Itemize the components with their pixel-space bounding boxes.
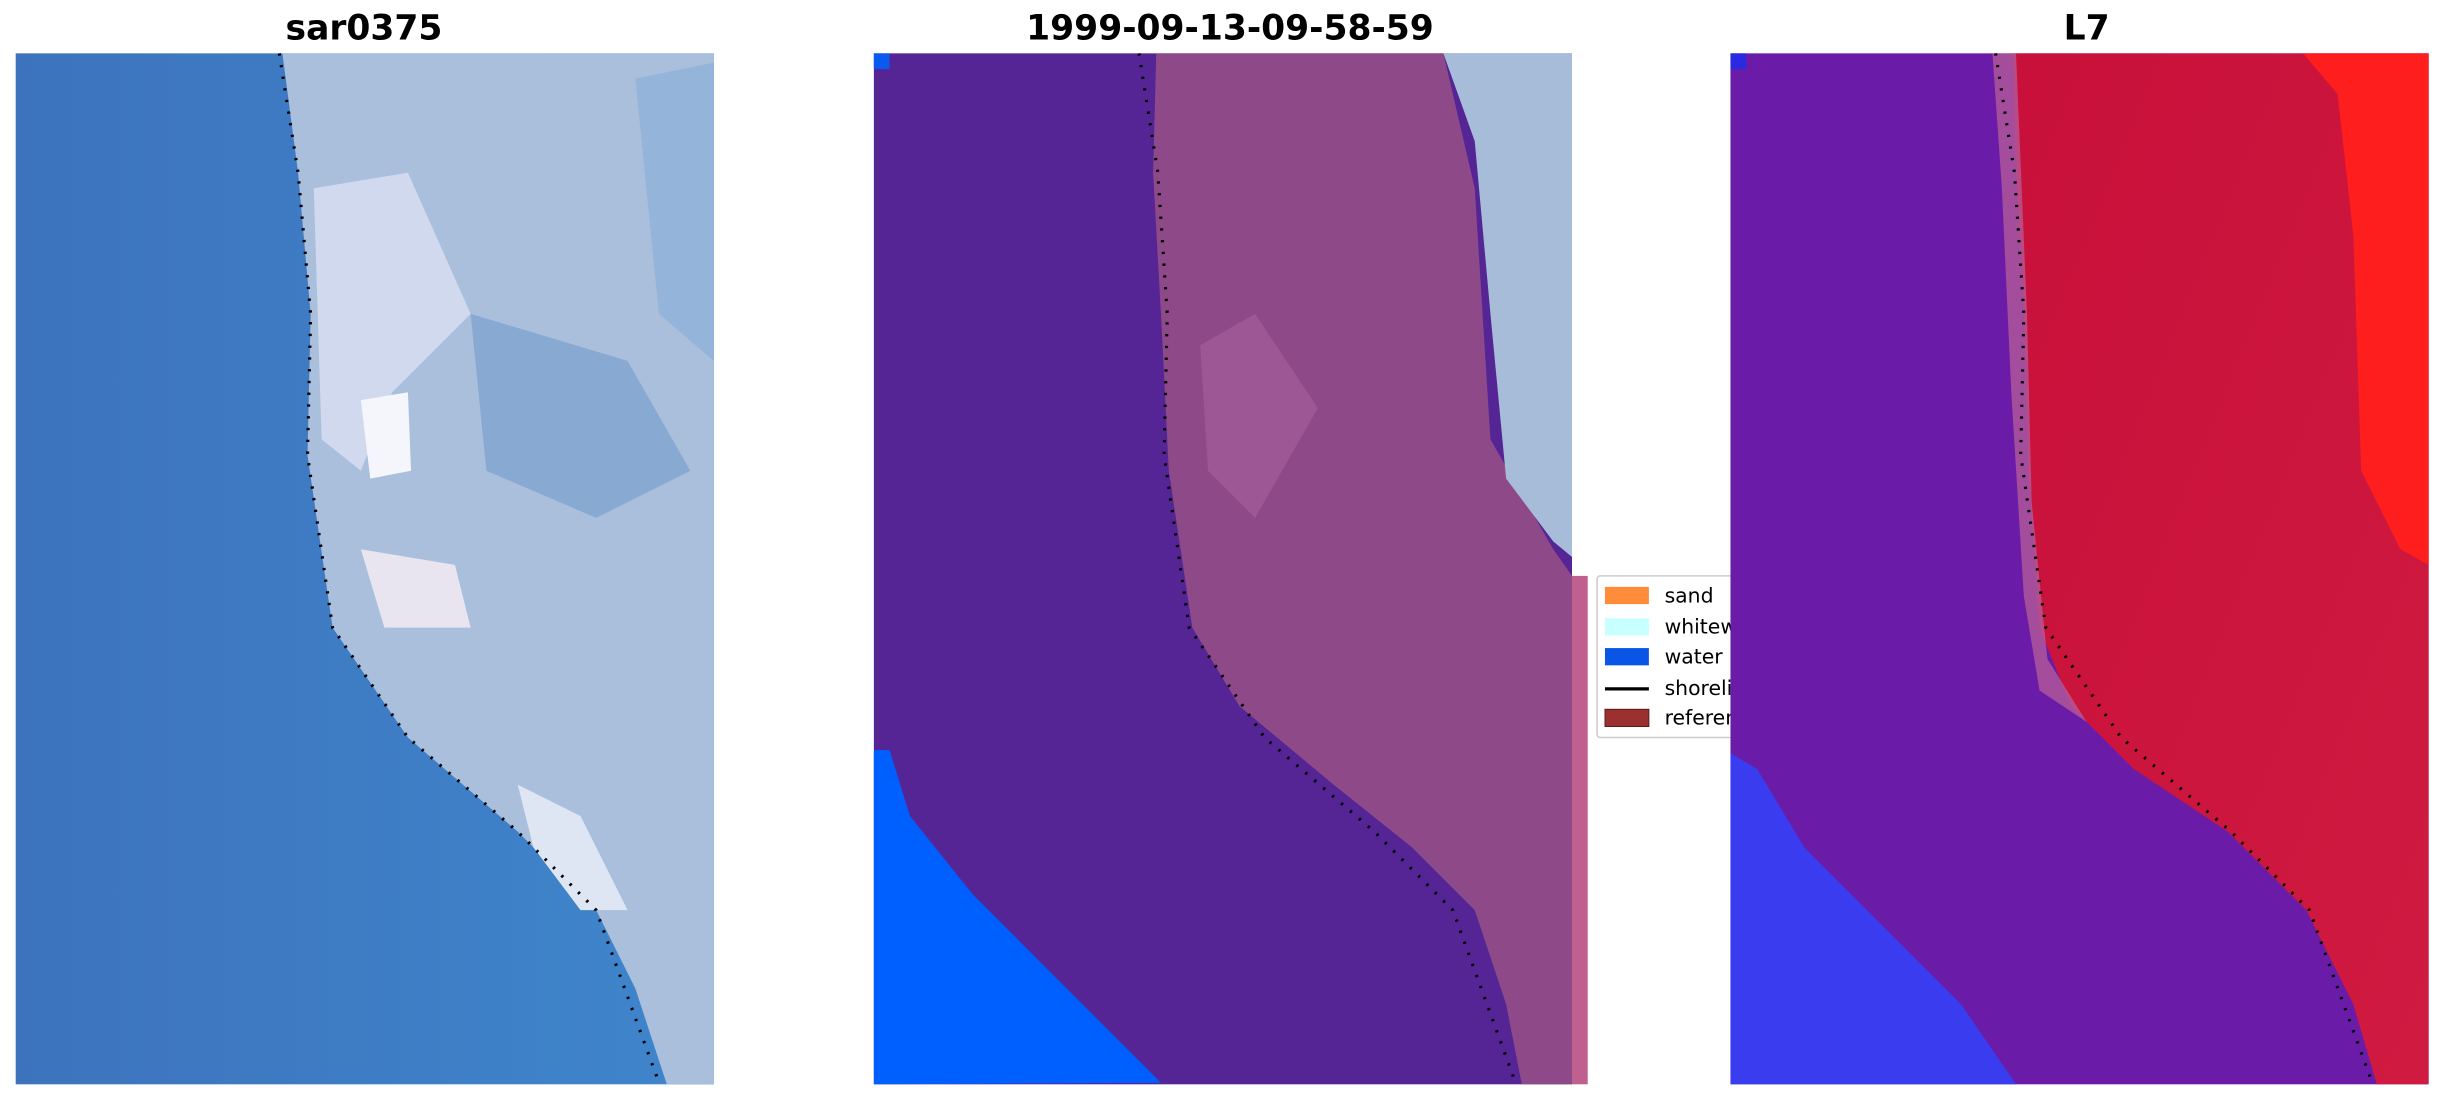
panel-title: L7 <box>2064 8 2110 48</box>
legend-swatch <box>1604 708 1650 728</box>
rgb-panel <box>15 53 714 1085</box>
shoreline <box>277 53 661 1084</box>
index-panel <box>1730 53 2429 1085</box>
shorelines <box>277 53 2374 1084</box>
legend-label: water <box>1665 644 1724 668</box>
shoreline <box>1137 53 1518 1084</box>
legend-swatch <box>1604 648 1649 666</box>
legend-swatch <box>1604 586 1649 605</box>
legend-swatch <box>1604 618 1649 636</box>
panel-title: 1999-09-13-09-58-59 <box>1026 8 1434 48</box>
panel-title: sar0375 <box>286 8 443 48</box>
shoreline <box>1994 53 2374 1084</box>
classified-panel <box>873 53 1588 1085</box>
legend-label: sand <box>1665 583 1714 607</box>
